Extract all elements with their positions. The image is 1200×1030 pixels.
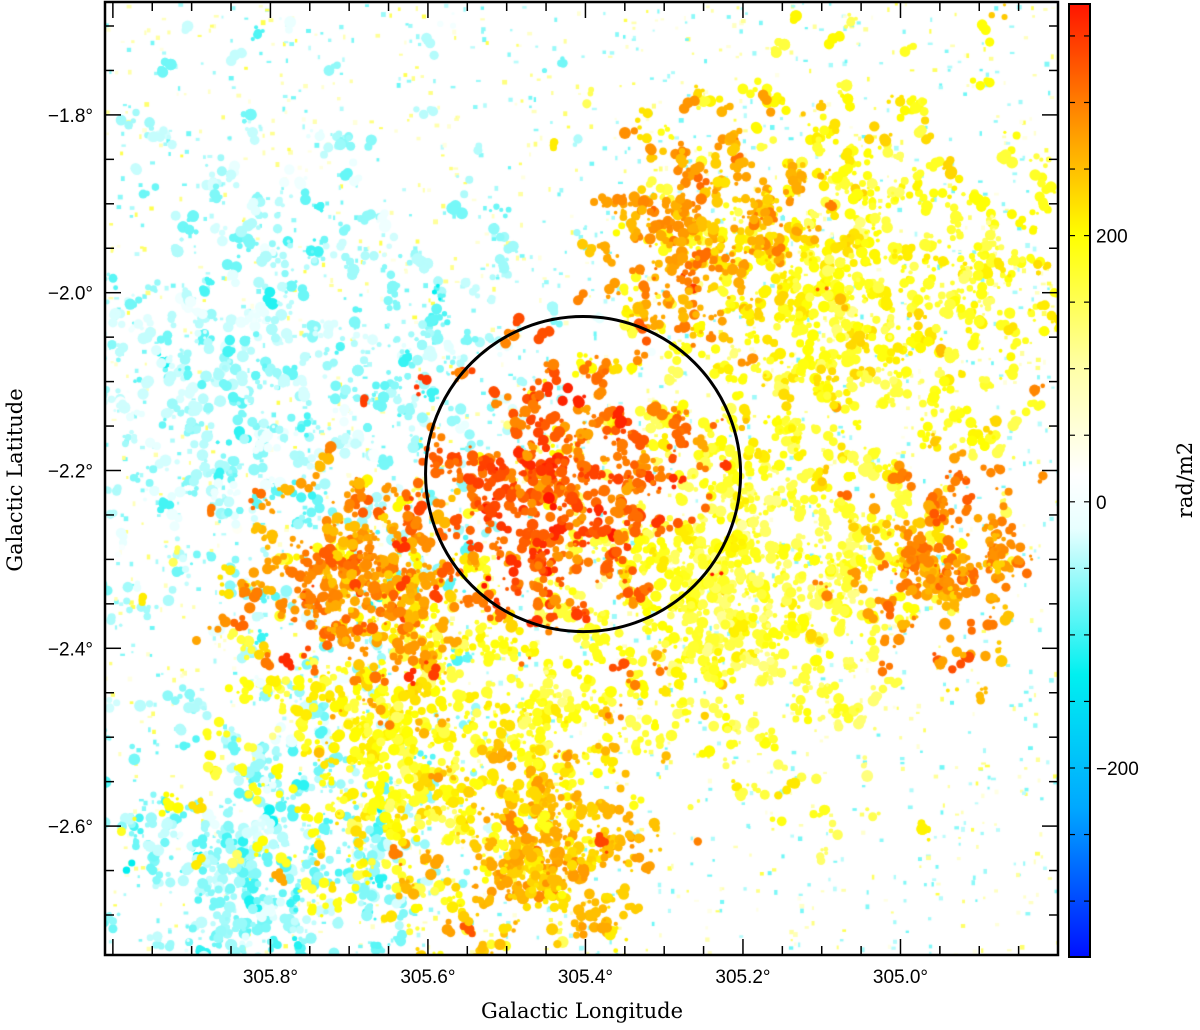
colorbar-tick-label: −200 (1096, 759, 1139, 780)
colorbar-label: rad/m2 (1173, 442, 1197, 518)
y-tick-label: −2.6° (48, 817, 93, 838)
plot-frame (103, 0, 1060, 957)
x-tick-label: 305.4° (558, 967, 613, 988)
y-axis: −1.8° −2.0° −2.2° −2.4° −2.6° (48, 25, 1058, 916)
y-tick-label: −2.2° (48, 461, 93, 482)
y-tick-label: −2.0° (48, 284, 93, 305)
x-tick-label: 305.0° (873, 967, 928, 988)
x-axis: 305.8° 305.6° 305.4° 305.2° 305.0° (112, 2, 1059, 988)
x-tick-label: 305.8° (243, 967, 298, 988)
rotation-measure-map (105, 2, 1058, 955)
x-tick-label: 305.6° (400, 967, 455, 988)
y-tick-label: −1.8° (48, 106, 93, 127)
region-circle (424, 315, 743, 634)
colorbar (1068, 3, 1091, 958)
x-axis-label: Galactic Longitude (481, 999, 683, 1023)
y-tick-label: −2.4° (48, 639, 93, 660)
colorbar-tick-label: 0 (1096, 493, 1107, 514)
colorbar-tick-label: 200 (1096, 227, 1128, 248)
colorbar-axis: 200 0 −200 (1069, 35, 1139, 902)
y-axis-label: Galactic Latitude (3, 388, 27, 571)
x-tick-label: 305.2° (715, 967, 770, 988)
